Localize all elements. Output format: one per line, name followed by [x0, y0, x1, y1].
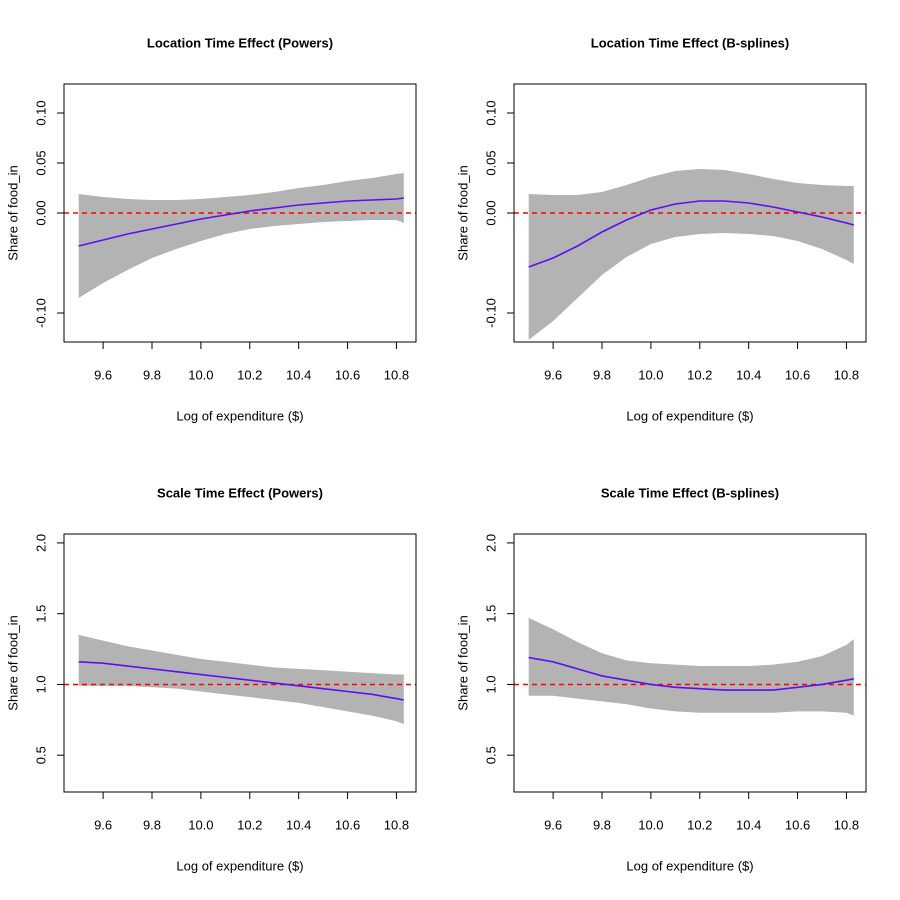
- x-tick-label: 10.0: [188, 817, 213, 832]
- y-tick-label: -0.10: [33, 298, 48, 328]
- y-tick-label: 1.5: [33, 605, 48, 623]
- panel: 9.6 9.8 10.0 10.2 10.4 10.6 10.8 -0.10 0.00 0.05 0…: [455, 35, 867, 423]
- plot-area: [514, 617, 866, 716]
- y-axis-label: Share of food_in: [5, 165, 20, 260]
- x-tick-label: 10.8: [384, 817, 409, 832]
- x-tick-label: 10.4: [286, 367, 311, 382]
- x-tick-label: 10.6: [335, 367, 360, 382]
- chart-title: Scale Time Effect (B-splines): [601, 485, 779, 500]
- effect-line: [528, 200, 854, 268]
- chart-title: Location Time Effect (B-splines): [591, 35, 789, 50]
- chart-title: Location Time Effect (Powers): [147, 35, 333, 50]
- effect-line: [78, 660, 404, 701]
- confidence-band: [528, 169, 854, 340]
- y-axis-label: Share of food_in: [5, 615, 20, 710]
- plot-area: [64, 634, 416, 725]
- x-tick-label: 10.0: [638, 817, 663, 832]
- y-tick-label: 0.5: [483, 746, 498, 764]
- y-tick-label: 0.5: [33, 746, 48, 764]
- x-tick-label: 10.6: [785, 367, 810, 382]
- y-tick-label: 0.00: [33, 200, 48, 225]
- y-tick-label: 0.00: [483, 200, 498, 225]
- x-tick-label: 9.8: [593, 367, 611, 382]
- y-tick-label: 0.05: [33, 150, 48, 175]
- y-tick-label: 0.10: [33, 100, 48, 125]
- x-tick-label: 9.6: [94, 817, 112, 832]
- y-tick-label: -0.10: [483, 298, 498, 328]
- panel: 9.6 9.8 10.0 10.2 10.4 10.6 10.8 -0.10 0.00 0.05 0…: [5, 35, 417, 423]
- x-tick-label: 9.6: [94, 367, 112, 382]
- x-axis-label: Log of expenditure ($): [626, 408, 753, 423]
- plot-area: [64, 173, 416, 298]
- x-tick-label: 10.4: [736, 367, 761, 382]
- x-tick-label: 9.6: [544, 817, 562, 832]
- x-tick-label: 10.0: [188, 367, 213, 382]
- x-tick-label: 10.8: [834, 817, 859, 832]
- x-tick-label: 10.2: [687, 367, 712, 382]
- y-tick-label: 1.0: [33, 675, 48, 693]
- confidence-band: [528, 617, 854, 716]
- x-axis-label: Log of expenditure ($): [176, 858, 303, 873]
- x-tick-label: 10.2: [687, 817, 712, 832]
- x-tick-label: 10.2: [237, 817, 262, 832]
- chart-title: Scale Time Effect (Powers): [157, 485, 323, 500]
- x-tick-label: 10.6: [785, 817, 810, 832]
- x-tick-label: 10.6: [335, 817, 360, 832]
- x-tick-label: 10.4: [736, 817, 761, 832]
- x-tick-label: 10.8: [834, 367, 859, 382]
- effect-line: [78, 197, 404, 247]
- y-tick-label: 2.0: [33, 534, 48, 552]
- x-tick-label: 9.8: [593, 817, 611, 832]
- y-axis-label: Share of food_in: [455, 615, 470, 710]
- x-tick-label: 10.4: [286, 817, 311, 832]
- x-tick-label: 9.8: [143, 367, 161, 382]
- y-tick-label: 1.0: [483, 675, 498, 693]
- panel: 9.6 9.8 10.0 10.2 10.4 10.6 10.8 0.5 1.0 1.5 2.0 Sc…: [5, 485, 417, 873]
- confidence-band: [78, 173, 404, 298]
- x-tick-label: 10.0: [638, 367, 663, 382]
- y-tick-label: 2.0: [483, 534, 498, 552]
- y-tick-label: 0.10: [483, 100, 498, 125]
- x-axis-label: Log of expenditure ($): [626, 858, 753, 873]
- y-tick-label: 1.5: [483, 605, 498, 623]
- effect-line: [528, 656, 854, 691]
- y-tick-label: 0.05: [483, 150, 498, 175]
- y-axis-label: Share of food_in: [455, 165, 470, 260]
- x-tick-label: 9.6: [544, 367, 562, 382]
- x-tick-label: 9.8: [143, 817, 161, 832]
- x-tick-label: 10.8: [384, 367, 409, 382]
- x-axis-label: Log of expenditure ($): [176, 408, 303, 423]
- x-tick-label: 10.2: [237, 367, 262, 382]
- plot-area: [514, 169, 866, 340]
- panel: 9.6 9.8 10.0 10.2 10.4 10.6 10.8 0.5 1.0 1.5 2.0 Sc…: [455, 485, 867, 873]
